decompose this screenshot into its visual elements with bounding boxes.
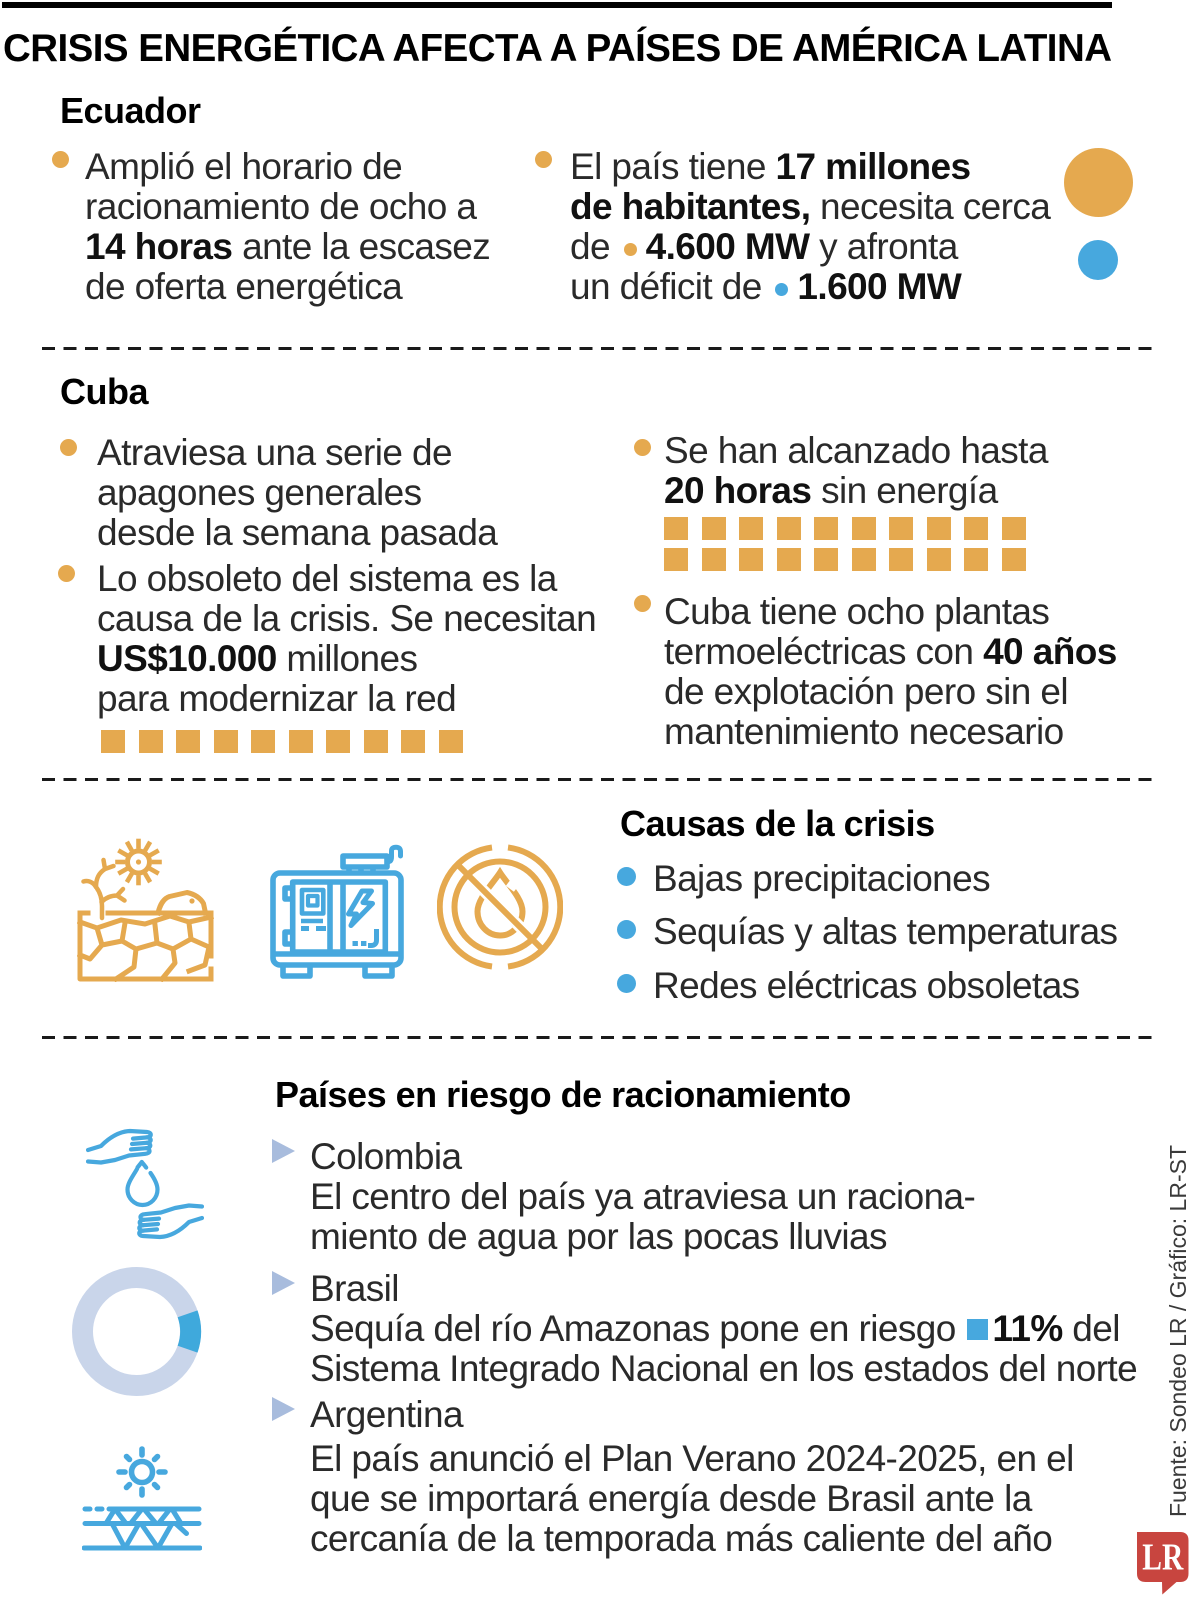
svg-text:LR: LR: [1142, 1537, 1184, 1579]
